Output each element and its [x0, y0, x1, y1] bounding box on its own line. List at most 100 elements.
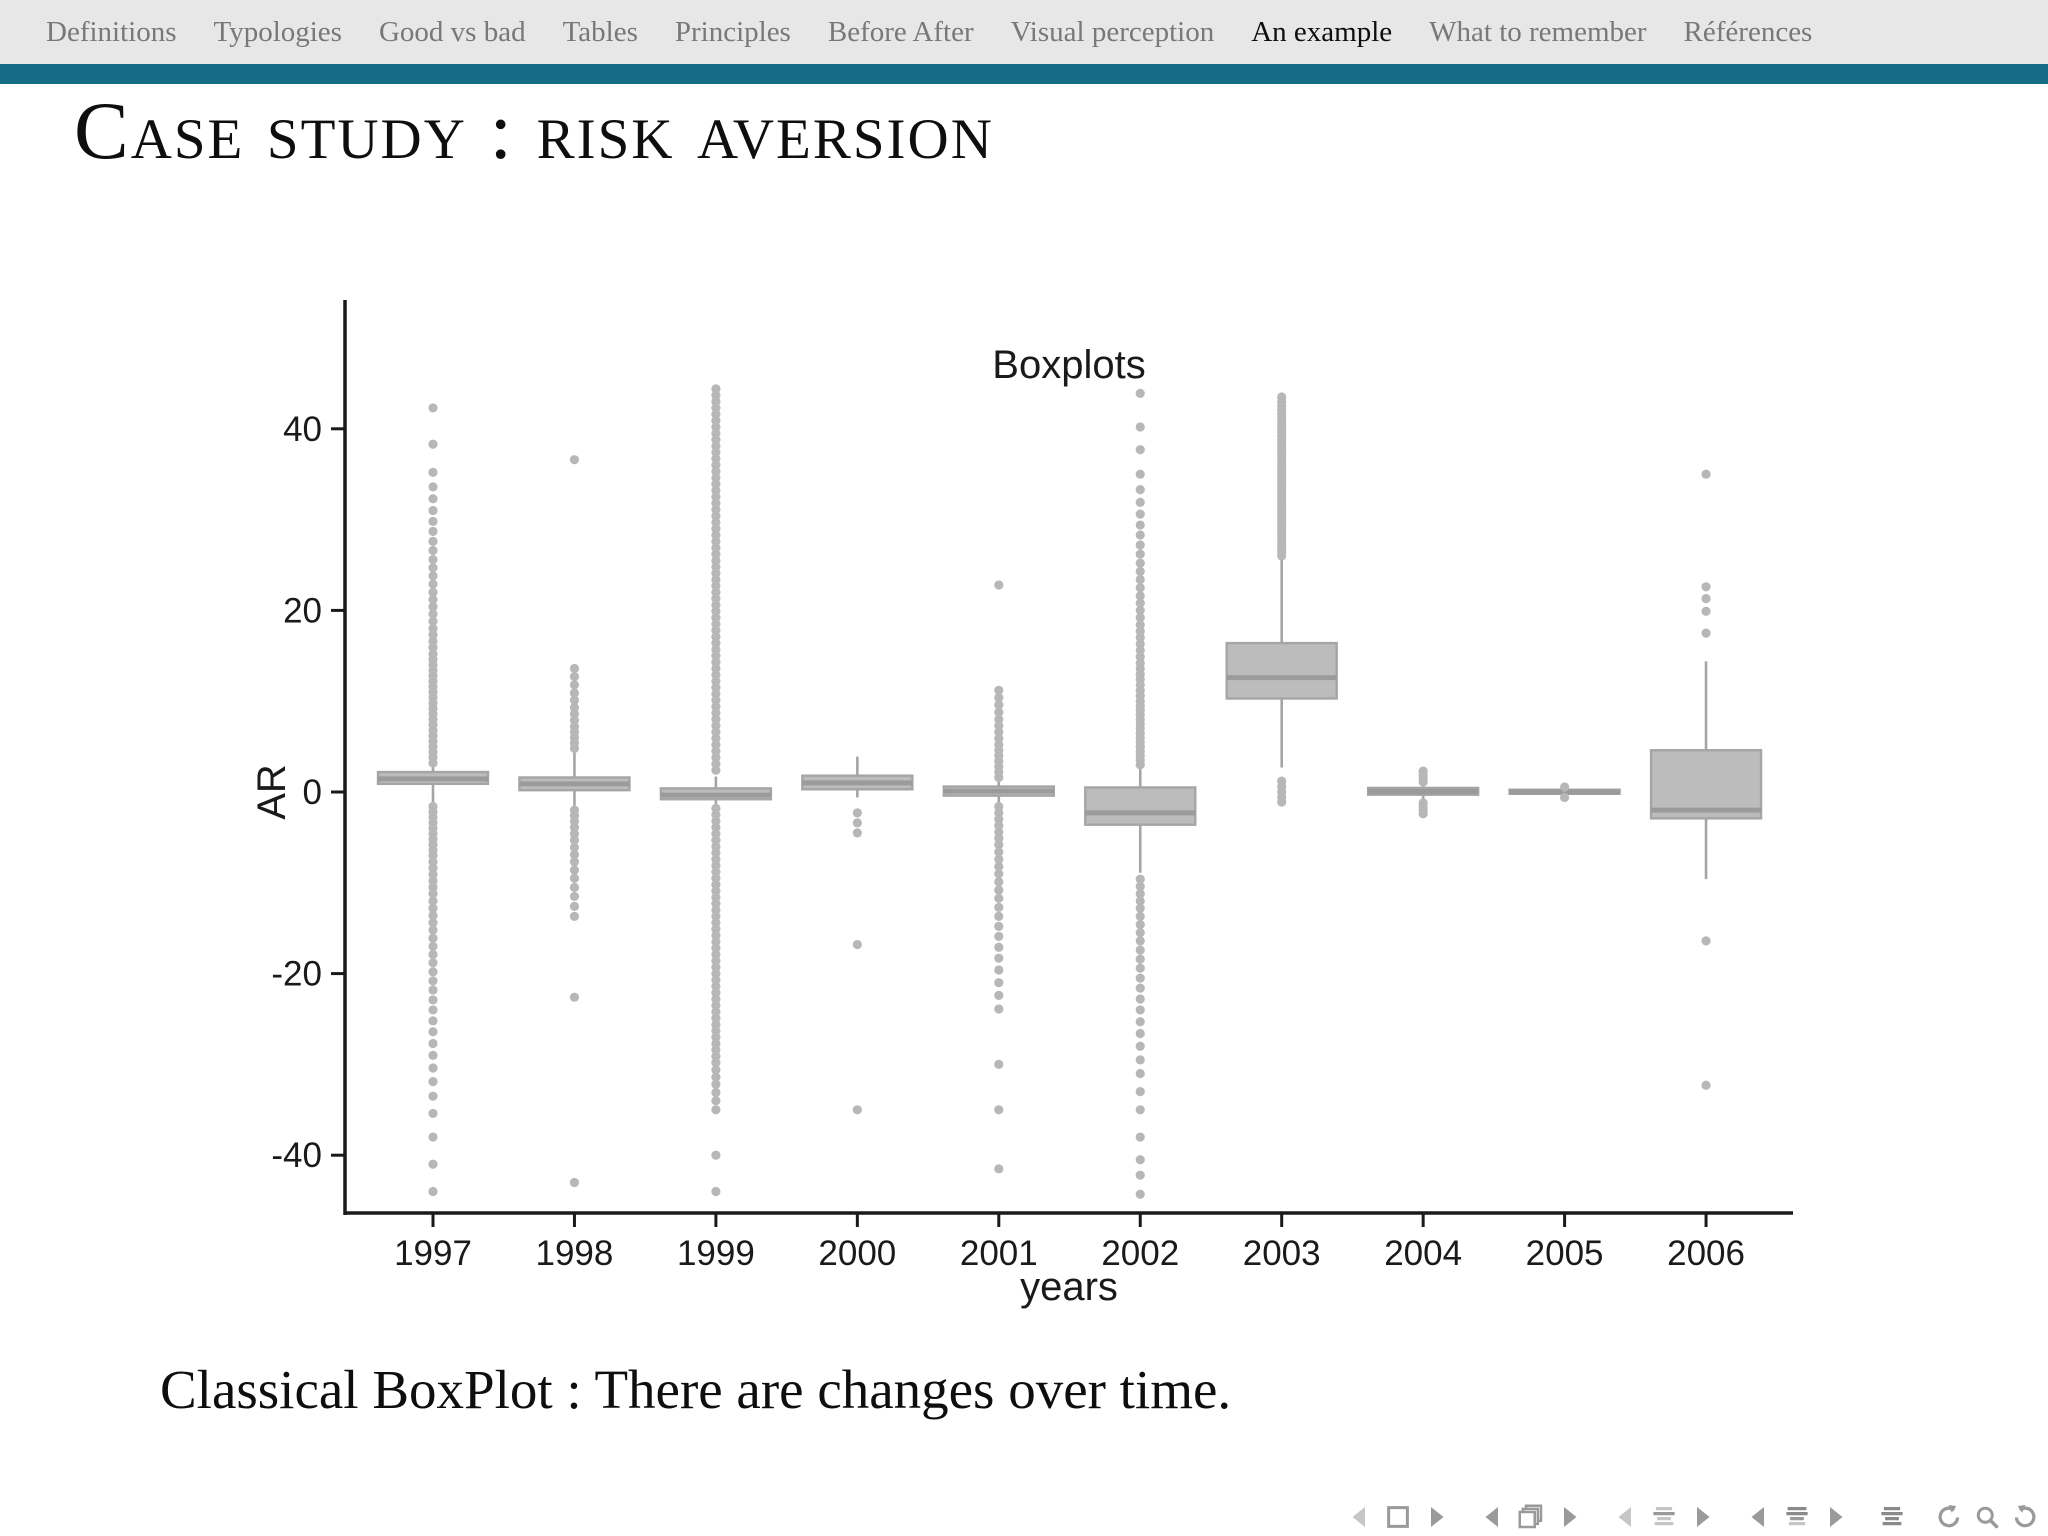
outlier-dot [428, 918, 438, 928]
outlier-dot [569, 816, 580, 826]
outlier-dot [428, 526, 438, 537]
outlier-dot [711, 498, 721, 508]
outlier-dot [428, 516, 438, 527]
outlier-dot [569, 835, 580, 845]
nav-item-principles[interactable]: Principles [674, 15, 791, 48]
outlier-dot [1135, 1087, 1145, 1097]
nav-item-definitions[interactable]: Definitions [46, 15, 177, 48]
outlier-dot [994, 814, 1004, 824]
outlier-dot [1135, 911, 1145, 921]
outlier-dot [711, 1105, 721, 1115]
boxplot-2001 [942, 580, 1055, 1174]
outlier-dot [711, 1065, 721, 1075]
outlier-dot [1135, 963, 1145, 973]
outlier-dot [711, 822, 721, 833]
outlier-dot [1135, 658, 1145, 668]
outlier-dot [1135, 1170, 1145, 1180]
nav-item-good-vs-bad[interactable]: Good vs bad [378, 15, 526, 48]
section-nav: Definitions Typologies Good vs bad Tables Pr… [0, 0, 2048, 64]
outlier-dot [711, 505, 721, 515]
nav-item-r-f-rences[interactable]: Références [1683, 15, 1813, 48]
section-list-icon[interactable] [1782, 1502, 1812, 1532]
outlier-dot [569, 715, 580, 725]
nav-item-typologies[interactable]: Typologies [213, 15, 342, 48]
outlier-dot [1135, 919, 1145, 930]
history-forward-icon[interactable] [2010, 1502, 2040, 1532]
section-prev-icon[interactable] [1744, 1502, 1774, 1532]
x-tick-label: 2000 [818, 1234, 896, 1273]
outlier-dot [711, 689, 721, 699]
outlier-dot [994, 902, 1004, 912]
outlier-dot [428, 925, 438, 935]
outlier-dot [428, 602, 438, 612]
outlier-dot [569, 829, 580, 839]
section-next-icon[interactable] [1820, 1502, 1850, 1532]
outlier-dot [1135, 874, 1145, 884]
nav-item-before-after[interactable]: Before After [827, 15, 974, 48]
outlier-dot [711, 403, 721, 413]
outlier-dot [711, 918, 721, 928]
frame-prev-icon[interactable] [1478, 1502, 1508, 1532]
outlier-dot [1277, 797, 1287, 807]
outlier-dot [1135, 540, 1145, 550]
nav-item-what-to-remember[interactable]: What to remember [1429, 15, 1647, 48]
outlier-dot [569, 1177, 580, 1188]
outlier-dot [711, 848, 721, 858]
outlier-dot [711, 1000, 721, 1010]
step-next-icon[interactable] [1421, 1502, 1451, 1532]
boxplot-2000 [801, 756, 914, 1115]
subsection-list-icon[interactable] [1649, 1502, 1679, 1532]
outlier-dot [1135, 445, 1145, 455]
nav-item-an-example[interactable]: An example [1251, 15, 1393, 48]
outlier-dot [994, 692, 1004, 703]
outlier-dot [1135, 954, 1145, 964]
outlier-dot [569, 901, 580, 912]
subsection-next-icon[interactable] [1687, 1502, 1717, 1532]
outlier-dot [1135, 620, 1145, 630]
outlier-dot [711, 899, 721, 909]
y-tick-label: -40 [271, 1136, 322, 1175]
subsection-prev-icon[interactable] [1611, 1502, 1641, 1532]
y-tick-label: 20 [283, 591, 322, 630]
frame-icon[interactable] [1383, 1502, 1413, 1532]
outlier-dot [711, 695, 721, 705]
outlier-dot [711, 1096, 721, 1106]
outlier-dot [569, 702, 580, 713]
outlier-dot [711, 682, 721, 693]
outlier-dot [428, 896, 438, 906]
outlier-dot [569, 663, 580, 674]
outlier-dot [711, 708, 721, 718]
outlier-dot [711, 511, 721, 521]
x-tick-label: 1997 [394, 1234, 472, 1273]
appendix-list-icon[interactable] [1877, 1502, 1907, 1532]
outlier-dot [711, 962, 721, 972]
outlier-dot [1135, 983, 1145, 993]
history-back-icon[interactable] [1934, 1502, 1964, 1532]
search-icon[interactable] [1972, 1502, 2002, 1532]
outlier-dot [1135, 388, 1145, 398]
frames-stack-icon[interactable] [1516, 1502, 1546, 1532]
outlier-dot [1701, 606, 1711, 616]
outlier-dot [994, 861, 1004, 872]
outlier-dot [428, 870, 438, 880]
outlier-dot [1135, 903, 1145, 913]
outlier-dot [711, 657, 721, 667]
outlier-dot [1135, 994, 1145, 1004]
outlier-dot [994, 714, 1004, 724]
outlier-dot [1135, 936, 1145, 946]
outlier-dot [428, 863, 438, 873]
outlier-dot [428, 616, 438, 626]
nav-item-tables[interactable]: Tables [562, 15, 638, 48]
outlier-dot [428, 1063, 438, 1073]
outlier-dot [711, 1072, 721, 1082]
nav-item-visual-perception[interactable]: Visual perception [1010, 15, 1215, 48]
beamer-nav-group [1934, 1502, 2040, 1532]
outlier-dot [711, 447, 721, 458]
frame-next-icon[interactable] [1554, 1502, 1584, 1532]
boxplot-1997 [376, 403, 490, 1197]
outlier-dot [711, 574, 721, 585]
outlier-dot [711, 733, 721, 744]
step-prev-icon[interactable] [1345, 1502, 1375, 1532]
outlier-dot [1135, 509, 1145, 519]
